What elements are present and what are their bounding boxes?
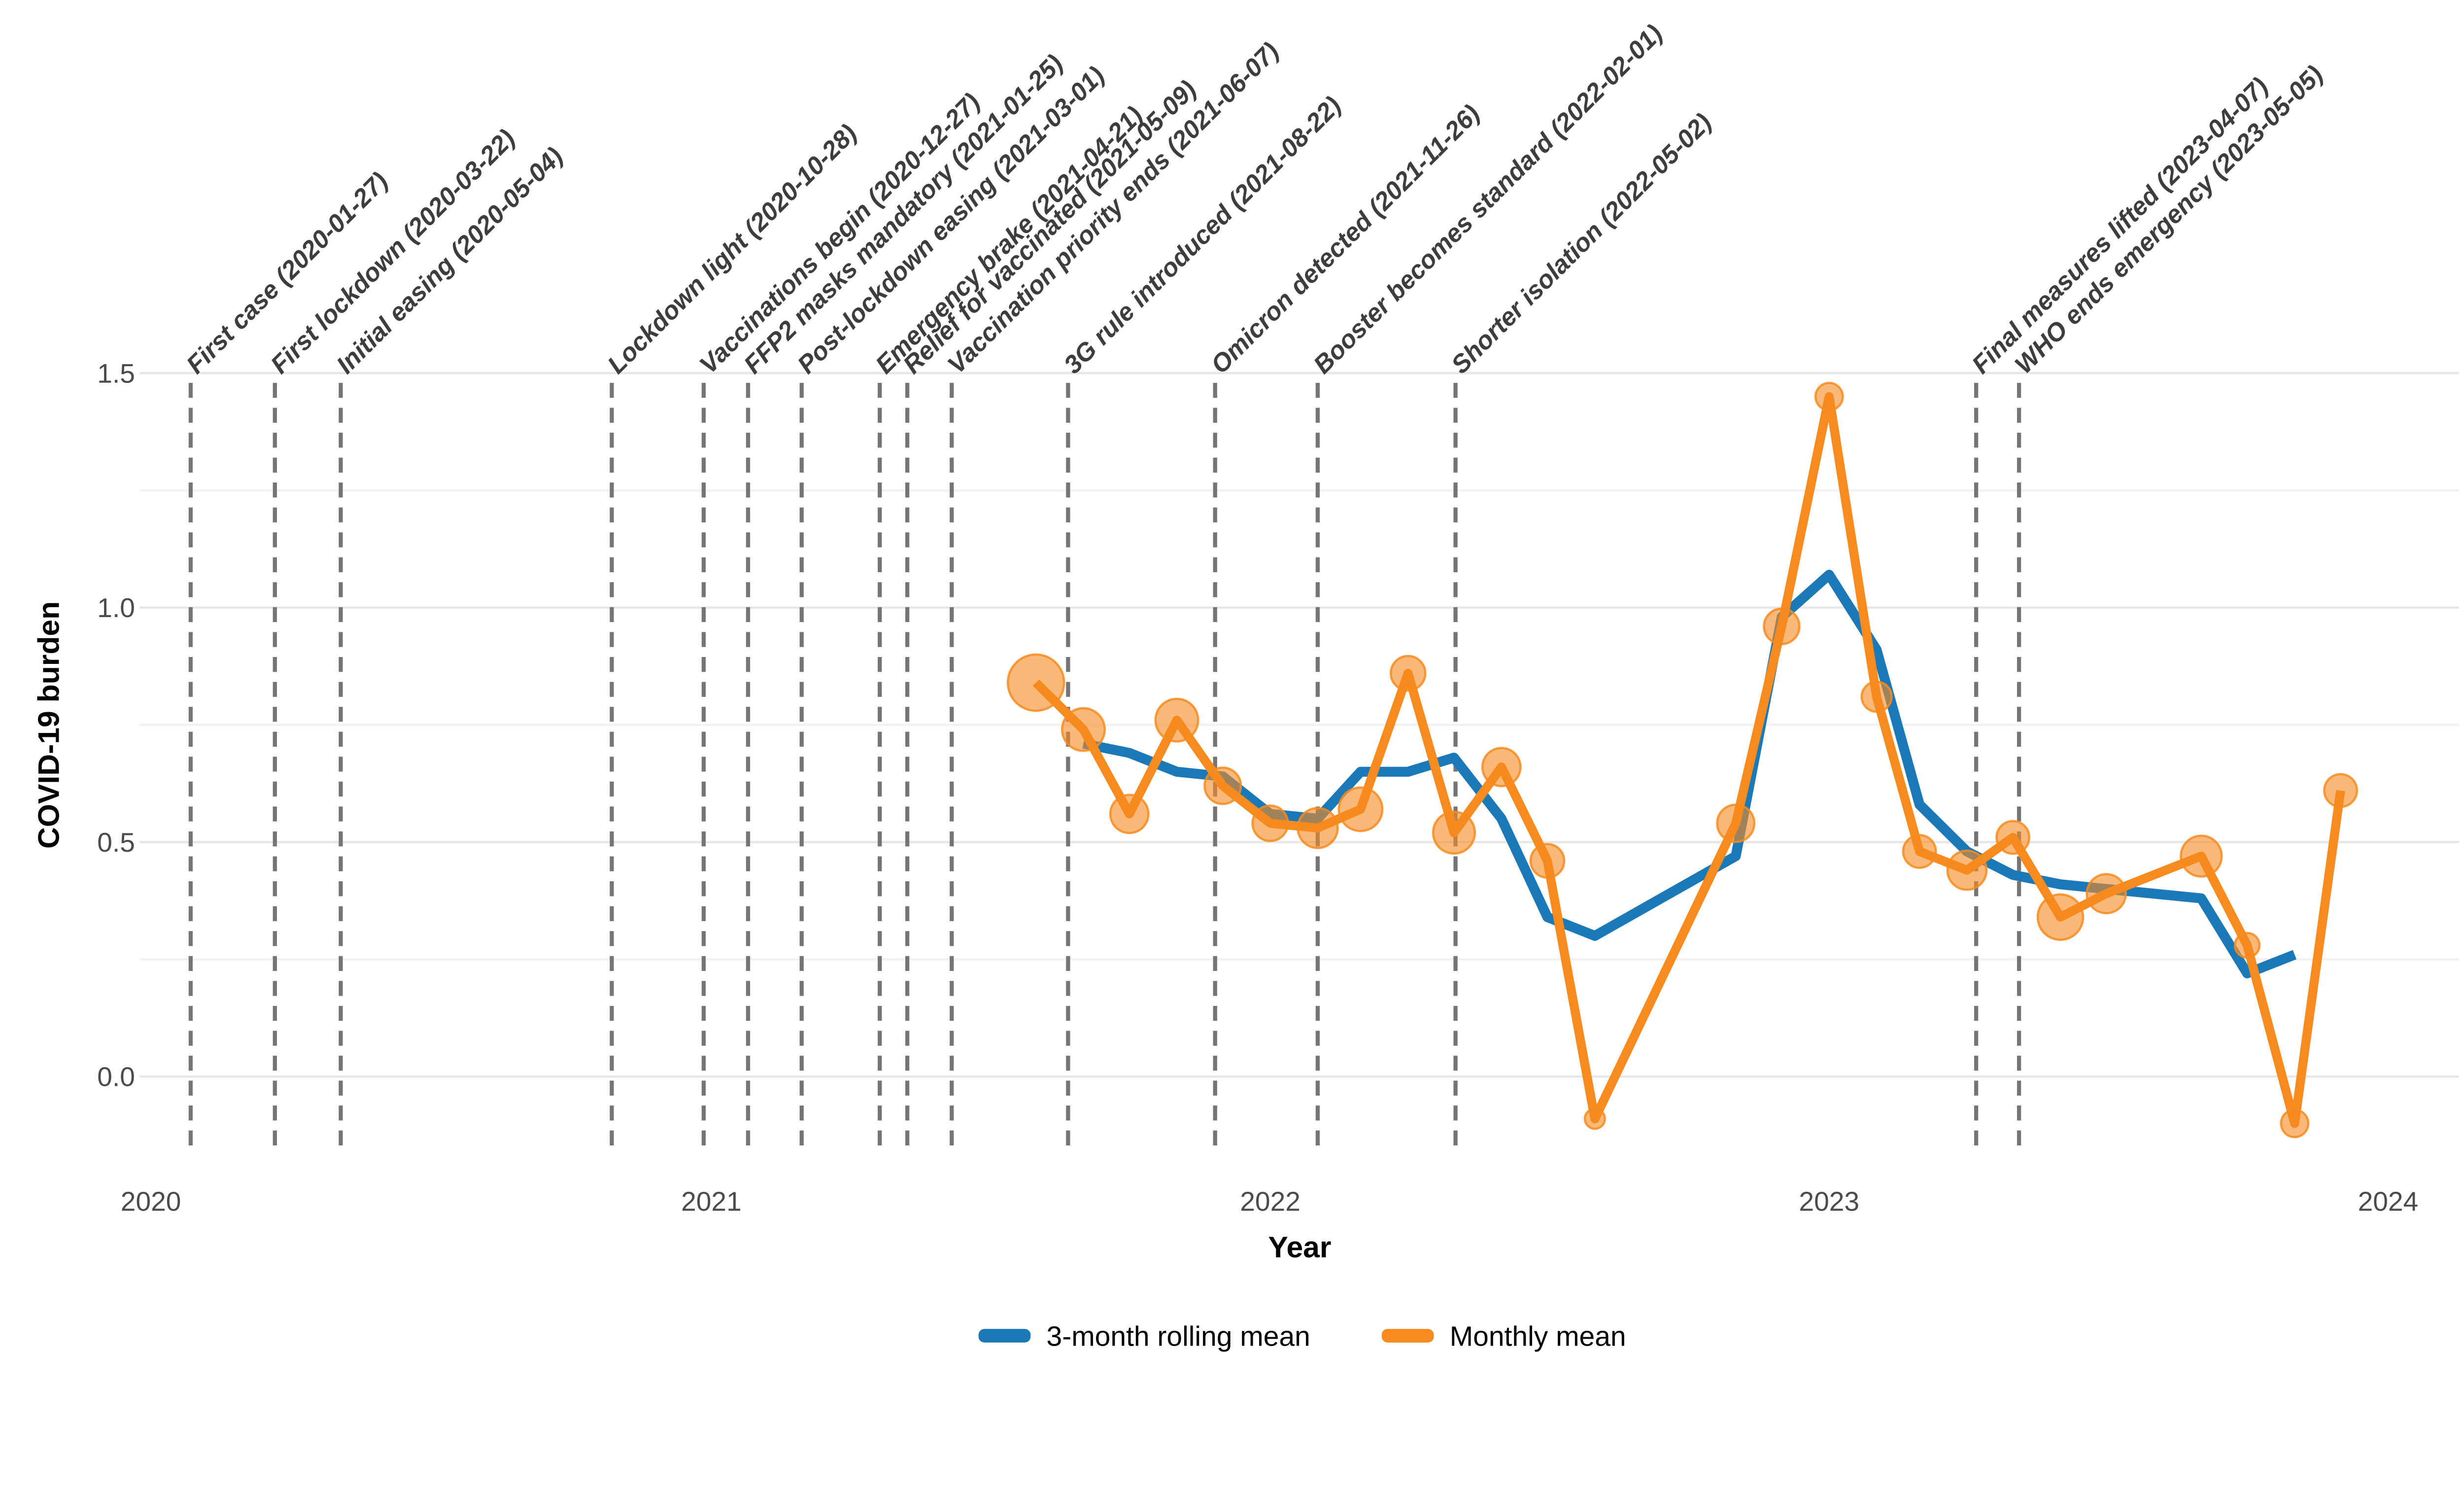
monthly-mean-point — [1297, 807, 1339, 849]
series-points — [1006, 381, 2358, 1139]
monthly-mean-point — [1203, 766, 1242, 805]
monthly-mean-point — [1390, 655, 1427, 692]
monthly-mean-point — [1860, 680, 1893, 713]
monthly-mean-point — [1529, 843, 1566, 879]
monthly-mean-point — [1337, 786, 1384, 832]
monthly-mean-point — [2280, 1108, 2310, 1139]
monthly-mean-point — [2323, 773, 2358, 808]
y-tick-label: 1.5 — [97, 358, 135, 388]
y-tick-label: 0.0 — [97, 1062, 135, 1092]
monthly-mean-point — [1946, 849, 1988, 891]
y-tick-label: 1.0 — [97, 592, 135, 623]
monthly-mean-point — [2233, 932, 2261, 959]
monthly-mean-point — [1251, 804, 1289, 842]
monthly-mean-point — [1006, 653, 1065, 712]
gridlines — [139, 372, 2459, 1078]
x-tick-label: 2024 — [2358, 1186, 2419, 1216]
monthly-mean-point — [1432, 810, 1476, 855]
x-tick-label: 2022 — [1240, 1186, 1300, 1216]
legend-swatch-monthly-mean — [1381, 1329, 1434, 1343]
monthly-mean-point — [1481, 747, 1522, 788]
monthly-mean-point — [1061, 707, 1106, 752]
monthly-mean-point — [2180, 834, 2223, 878]
monthly-mean-point — [2036, 893, 2085, 941]
legend-label: Monthly mean — [1450, 1320, 1626, 1352]
legend: 3-month rolling mean Monthly mean — [978, 1320, 1626, 1352]
monthly-mean-point — [1716, 803, 1756, 843]
monthly-mean-point — [1109, 794, 1150, 834]
axis-tick-labels: 0.0 0.5 1.0 1.5 2020 2021 2022 2023 2024 — [97, 358, 2418, 1216]
legend-swatch-rolling-mean — [978, 1329, 1031, 1343]
legend-label: 3-month rolling mean — [1047, 1320, 1310, 1352]
x-axis-title: Year — [1268, 1230, 1331, 1264]
chart-background — [0, 0, 2464, 1367]
monthly-mean-point — [1154, 697, 1199, 743]
x-tick-label: 2023 — [1799, 1186, 1859, 1216]
monthly-mean-point — [1814, 381, 1844, 412]
y-axis-title: COVID-19 burden — [32, 601, 66, 849]
monthly-mean-point — [1763, 607, 1801, 645]
monthly-mean-point — [1583, 1107, 1606, 1130]
x-tick-label: 2021 — [681, 1186, 742, 1216]
monthly-mean-point — [1995, 820, 2031, 855]
event-lines — [188, 382, 2021, 1156]
covid-burden-chart: First case (2020-01-27)First lockdown (2… — [0, 0, 2464, 1367]
x-tick-label: 2020 — [121, 1186, 181, 1216]
monthly-mean-point — [2086, 873, 2127, 914]
y-tick-label: 0.5 — [97, 827, 135, 858]
monthly-mean-point — [1902, 834, 1937, 869]
